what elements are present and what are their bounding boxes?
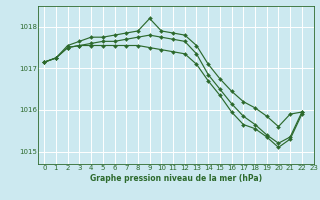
X-axis label: Graphe pression niveau de la mer (hPa): Graphe pression niveau de la mer (hPa) (90, 174, 262, 183)
